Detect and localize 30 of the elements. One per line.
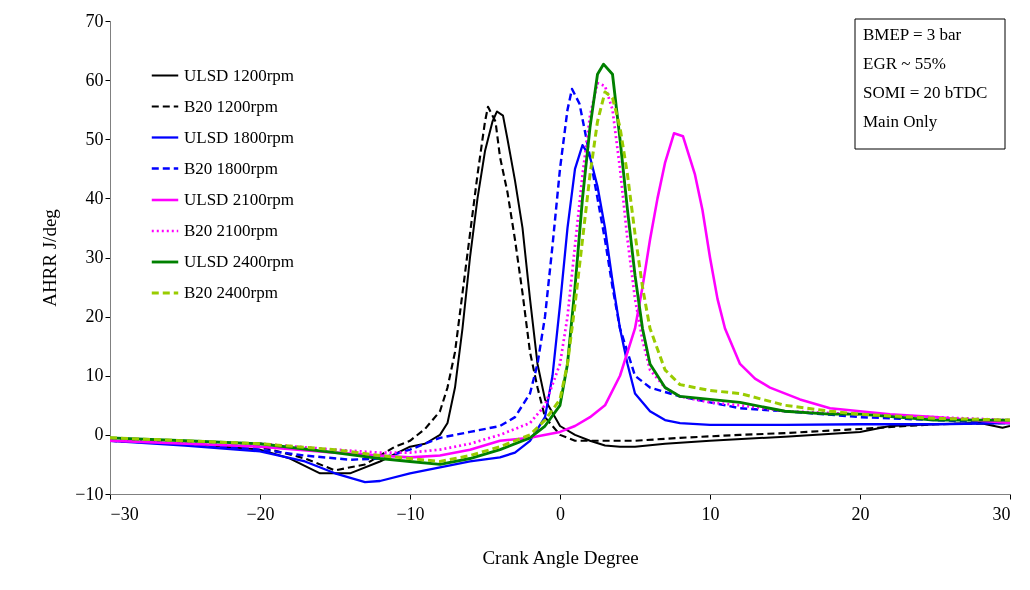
legend-label: B20 1200rpm [184, 96, 278, 116]
legend-label: ULSD 2100rpm [184, 190, 295, 209]
x-tick-label: −20 [246, 503, 275, 524]
x-tick-label: 20 [851, 503, 870, 524]
x-tick-label: −30 [110, 503, 139, 524]
annotation: Main Only [863, 112, 938, 131]
y-tick-label: 60 [85, 69, 104, 90]
legend-label: B20 2100rpm [184, 221, 278, 240]
y-axis-title: AHRR J/deg [39, 208, 61, 307]
legend-label: B20 1800rpm [184, 158, 278, 178]
y-tick-label: 40 [85, 187, 104, 208]
annotation: EGR ~ 55% [863, 54, 946, 73]
y-tick-label: −10 [75, 483, 104, 504]
legend-label: ULSD 2400rpm [184, 252, 295, 271]
x-axis-title: Crank Angle Degree [482, 546, 639, 568]
x-tick-label: 0 [556, 503, 565, 524]
legend-label: ULSD 1200rpm [184, 65, 295, 85]
annotation: BMEP = 3 bar [863, 25, 962, 44]
legend-label: B20 2400rpm [184, 283, 278, 302]
y-tick-label: 50 [85, 128, 104, 149]
y-tick-label: 0 [94, 424, 104, 445]
annotation: SOMI = 20 bTDC [863, 83, 988, 102]
x-tick-label: 30 [992, 503, 1011, 524]
y-tick-label: 10 [85, 365, 104, 386]
x-tick-label: −10 [396, 503, 425, 524]
legend-label: ULSD 1800rpm [184, 127, 295, 147]
y-tick-label: 30 [85, 247, 104, 267]
y-tick-label: 20 [85, 306, 104, 327]
y-tick-label: 70 [85, 10, 104, 31]
x-tick-label: 10 [701, 503, 720, 524]
